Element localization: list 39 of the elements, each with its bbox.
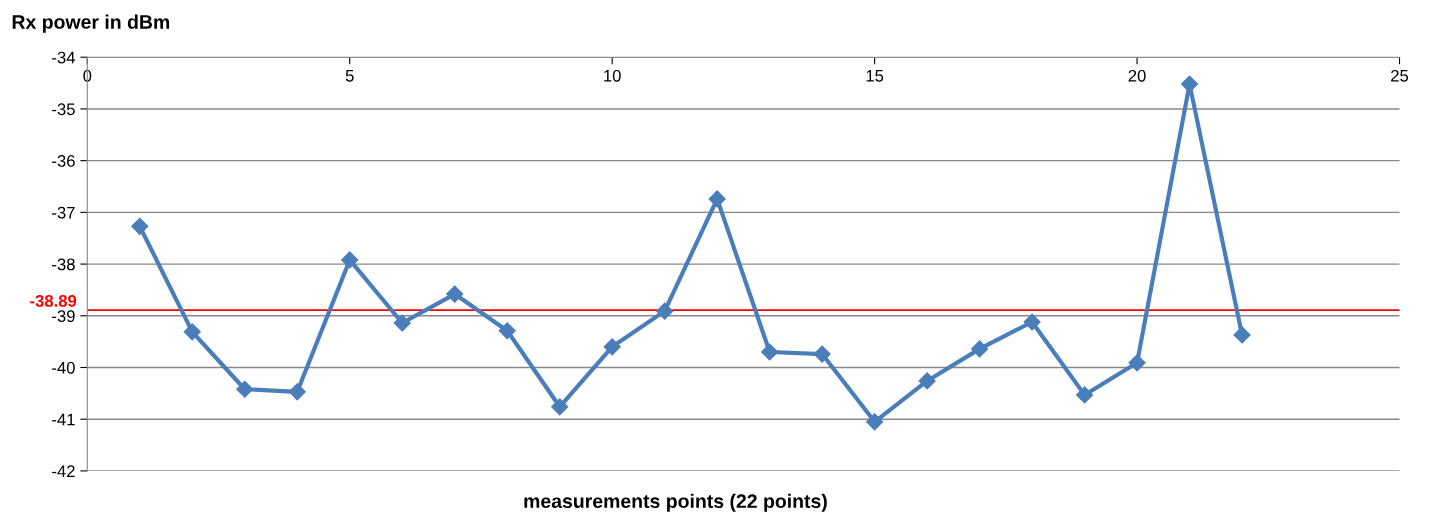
point xyxy=(393,314,411,332)
point xyxy=(183,323,201,341)
point xyxy=(1023,313,1041,331)
point xyxy=(761,343,779,361)
x-axis-title: measurements points (22 points) xyxy=(524,493,827,512)
point xyxy=(288,383,306,401)
point xyxy=(656,302,674,320)
y-tick-label: -38 xyxy=(52,258,75,271)
point xyxy=(1233,326,1251,344)
point xyxy=(918,372,936,390)
ref-line-label: -38.89 xyxy=(30,295,77,307)
point xyxy=(1076,386,1094,404)
point xyxy=(708,190,726,208)
x-tick-label: 20 xyxy=(1128,69,1146,82)
y-tick-label: -37 xyxy=(52,206,75,219)
y-tick-label: -41 xyxy=(52,413,75,426)
y-axis-title: Rx power in dBm xyxy=(12,14,170,33)
y-tick-label: -35 xyxy=(52,103,75,116)
point xyxy=(866,413,884,431)
x-tick-label: 5 xyxy=(345,70,354,82)
x-tick-label: 15 xyxy=(866,70,884,82)
point xyxy=(1128,354,1146,372)
y-tick-label: -39 xyxy=(52,310,75,322)
x-tick-label: 10 xyxy=(604,69,621,82)
y-tick-label: -34 xyxy=(52,51,75,64)
y-tick-label: -42 xyxy=(52,465,75,477)
y-tick-label: -40 xyxy=(52,361,75,374)
point xyxy=(236,380,254,398)
x-tick-label: 25 xyxy=(1391,69,1409,82)
point xyxy=(551,398,569,416)
point xyxy=(603,338,621,356)
point xyxy=(813,345,831,363)
point xyxy=(971,340,989,358)
point xyxy=(341,251,359,269)
y-tick-label: -36 xyxy=(52,155,75,167)
x-tick-label: 0 xyxy=(83,69,92,82)
point xyxy=(131,217,149,235)
point xyxy=(498,322,516,340)
point xyxy=(446,285,464,303)
